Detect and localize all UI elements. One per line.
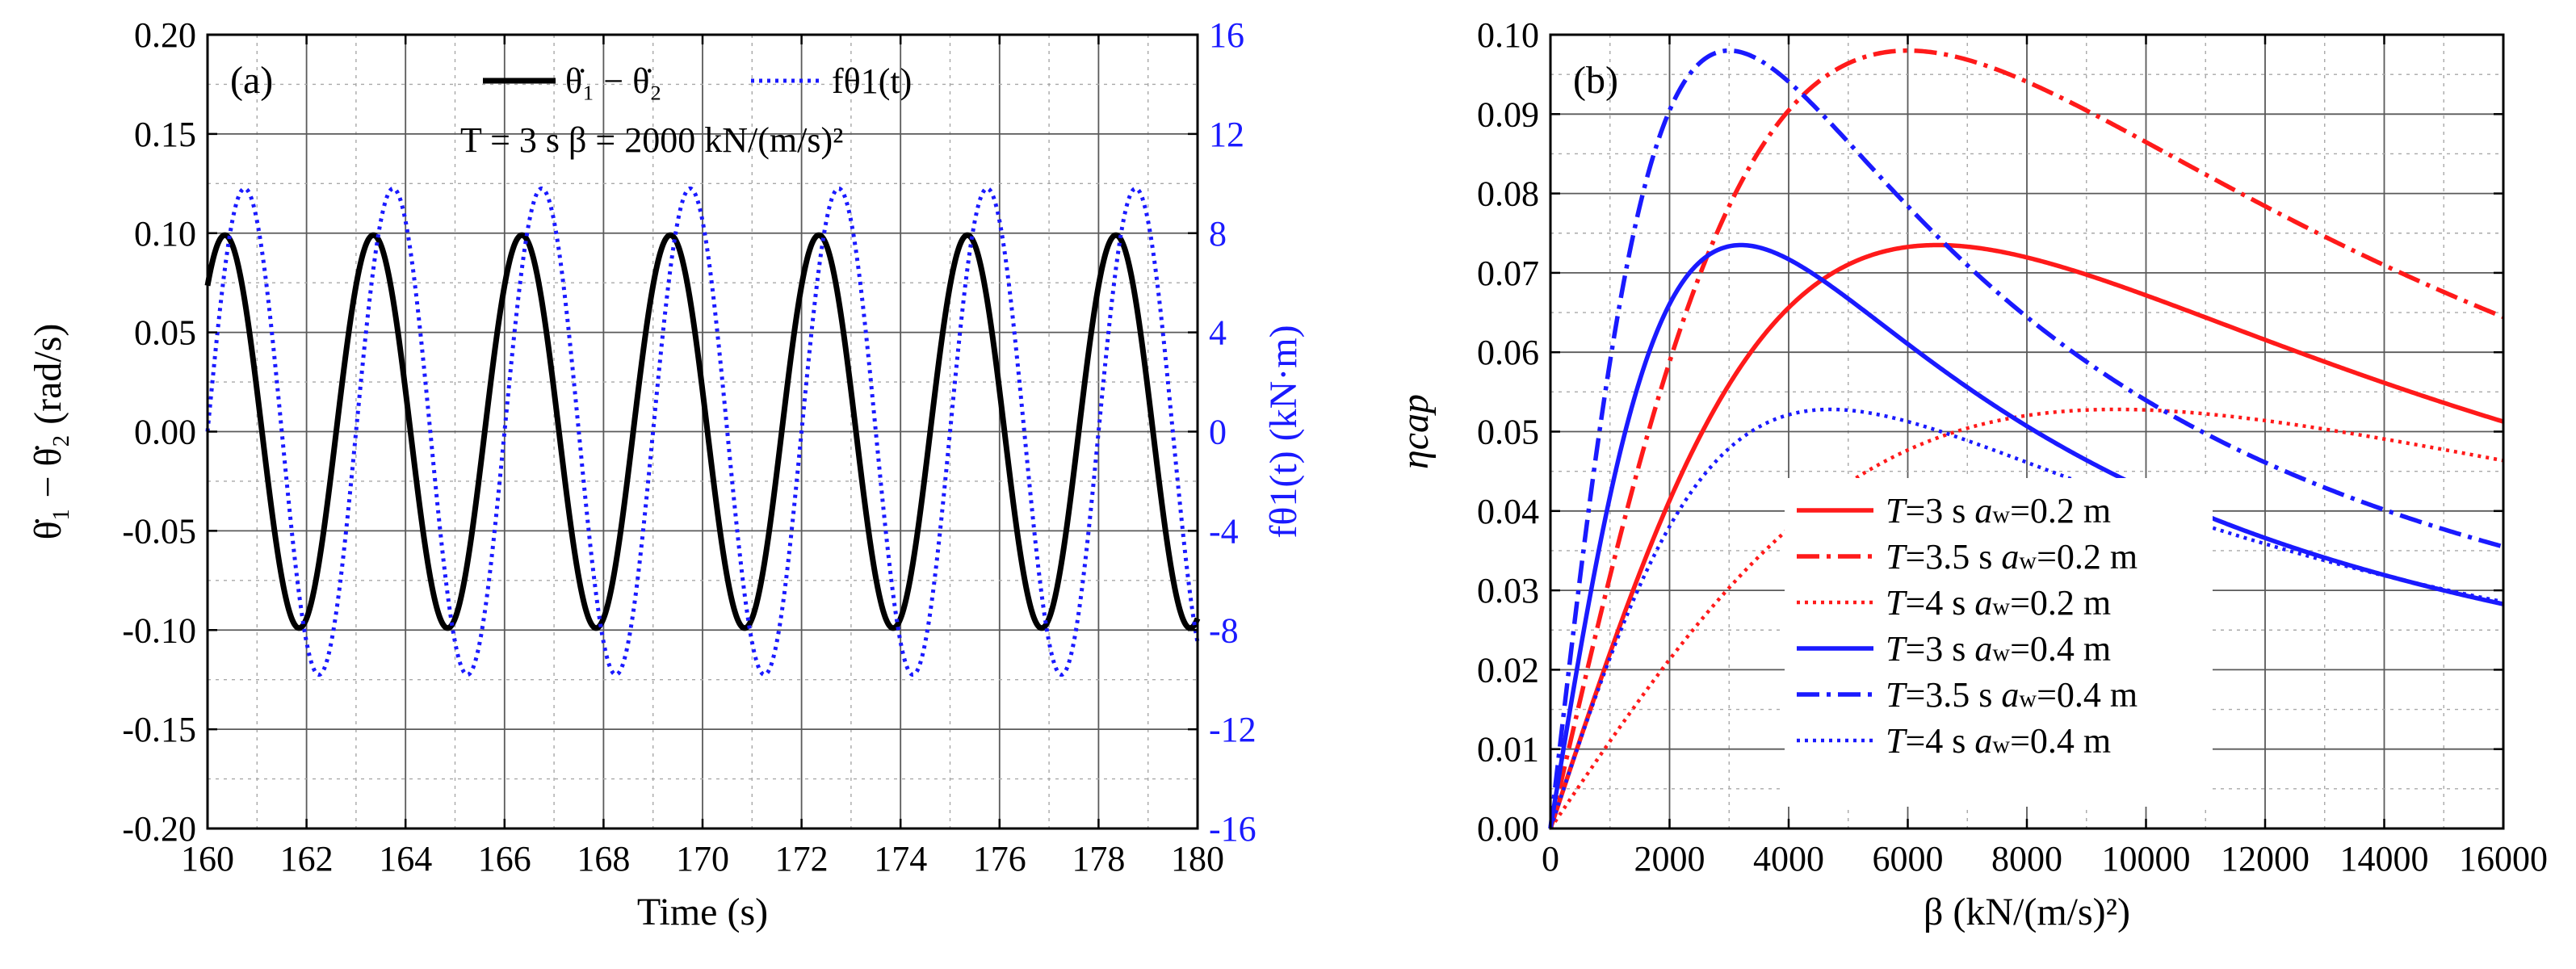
panel-b-series-1 xyxy=(1548,48,2505,829)
panel-a-y-tick-label: -0.05 xyxy=(122,511,196,551)
panel-b-legend-box xyxy=(1785,478,2213,807)
panel-a-y2-tick-label: 4 xyxy=(1209,313,1227,353)
panel-b-x-tick-label: 6000 xyxy=(1873,839,1944,879)
panel-a-x-tick-label: 180 xyxy=(1171,839,1224,879)
panel-a-y-tick-label: 0.20 xyxy=(134,15,196,55)
panel-b-y-tick-label: 0.02 xyxy=(1477,650,1539,690)
panel-a-y-tick-label: 0.15 xyxy=(134,115,196,154)
panel-a: 160 162 164 166 168 170 172 174 176 178 180-0.20-0… xyxy=(27,15,1305,933)
panel-b-legend-label-0: T=3 s aw=0.2 m xyxy=(1886,491,2111,531)
panel-a-y2-tick-label: 8 xyxy=(1209,214,1227,254)
panel-b-series-3 xyxy=(1548,242,2504,829)
panel-b-x-tick-label: 12000 xyxy=(2221,839,2310,879)
panel-a-y2-tick-label: 12 xyxy=(1209,115,1244,154)
panel-a-x-tick-label: 166 xyxy=(478,839,531,879)
panel-a-y-tick-label: 0.05 xyxy=(134,313,196,353)
panel-a-x-tick-label: 164 xyxy=(379,839,432,879)
panel-b-y-tick-label: 0.08 xyxy=(1477,174,1539,214)
panel-b-y-tick-label: 0.07 xyxy=(1477,254,1539,293)
panel-a-y-tick-label: -0.20 xyxy=(122,809,196,849)
panel-b-x-tick-label: 10000 xyxy=(2102,839,2191,879)
panel-a-series-velocity xyxy=(204,232,1201,631)
panel-a-x-tick-label: 170 xyxy=(676,839,729,879)
panel-a-legend-moment: fθ1(t) xyxy=(832,61,912,101)
panel-a-x-tick-label: 174 xyxy=(874,839,927,879)
panel-a-y2-tick-label: 0 xyxy=(1209,413,1227,452)
panel-a-label: (a) xyxy=(230,59,273,102)
panel-a-legend-velocity: θ̇₁ − θ̇₂ xyxy=(565,61,662,101)
panel-b-label: (b) xyxy=(1573,59,1618,102)
panel-a-y2-tick-label: -16 xyxy=(1209,809,1257,849)
panel-a-y2-tick-label: -4 xyxy=(1209,511,1239,551)
panel-a-y-label: θ̇₁ − θ̇₂ (rad/s) xyxy=(27,324,69,540)
panel-a-y-tick-label: 0.00 xyxy=(134,413,196,452)
panel-a-series-moment xyxy=(205,186,1200,677)
panel-b-y-tick-label: 0.06 xyxy=(1477,333,1539,372)
panel-b-y-tick-label: 0.04 xyxy=(1477,492,1539,531)
panel-b-y-tick-label: 0.03 xyxy=(1477,571,1539,610)
panel-b-x-tick-label: 8000 xyxy=(1991,839,2062,879)
panel-b-y-label: ηcap xyxy=(1394,394,1437,469)
panel-a-y2-tick-label: -12 xyxy=(1209,710,1257,749)
panel-a-x-tick-label: 168 xyxy=(577,839,630,879)
panel-a-x-tick-label: 178 xyxy=(1072,839,1125,879)
panel-a-y-tick-label: -0.10 xyxy=(122,610,196,650)
panel-b-x-tick-label: 14000 xyxy=(2340,839,2429,879)
panel-b-series-0 xyxy=(1548,242,2504,829)
panel-b-y-tick-label: 0.10 xyxy=(1477,15,1539,55)
panel-a-x-label: Time (s) xyxy=(637,891,768,933)
panel-a-y-tick-label: 0.10 xyxy=(134,214,196,254)
panel-b-x-tick-label: 0 xyxy=(1542,839,1559,879)
panel-a-x-tick-label: 172 xyxy=(775,839,829,879)
panel-b-x-tick-label: 16000 xyxy=(2459,839,2548,879)
panel-b-y-tick-label: 0.01 xyxy=(1477,730,1539,770)
panel-a-x-tick-label: 160 xyxy=(181,839,234,879)
panel-b: 0 2000 4000 6000 8000 10000 12000 14000 16000 0.0… xyxy=(1394,15,2548,933)
panel-b-y-tick-label: 0.09 xyxy=(1477,94,1539,134)
panel-b-x-tick-label: 4000 xyxy=(1753,839,1824,879)
panel-b-legend-label-4: T=3.5 s aw=0.4 m xyxy=(1886,675,2138,715)
panel-b-legend-label-3: T=3 s aw=0.4 m xyxy=(1886,629,2111,669)
panel-a-x-tick-label: 176 xyxy=(973,839,1026,879)
panel-b-series-4 xyxy=(1548,48,2504,829)
panel-b-series-2 xyxy=(1549,407,2504,830)
panel-a-y2-label: fθ1(t) (kN·m) xyxy=(1262,325,1305,538)
panel-b-legend-label-5: T=4 s aw=0.4 m xyxy=(1886,721,2111,761)
panel-a-y-tick-label: -0.15 xyxy=(122,710,196,749)
panel-b-x-label: β (kN/(m/s)²) xyxy=(1924,891,2130,933)
panel-b-y-tick-label: 0.00 xyxy=(1477,809,1539,849)
panel-b-legend-label-1: T=3.5 s aw=0.2 m xyxy=(1886,537,2138,577)
panel-a-annotation: T = 3 s β = 2000 kN/(m/s)² xyxy=(460,120,843,160)
panel-a-y2-tick-label: -8 xyxy=(1209,610,1239,650)
panel-a-y2-tick-label: 16 xyxy=(1209,15,1244,55)
panel-b-x-tick-label: 2000 xyxy=(1634,839,1705,879)
panel-a-x-tick-label: 162 xyxy=(280,839,334,879)
panel-b-legend-label-2: T=4 s aw=0.2 m xyxy=(1886,583,2111,623)
panel-b-y-tick-label: 0.05 xyxy=(1477,413,1539,452)
